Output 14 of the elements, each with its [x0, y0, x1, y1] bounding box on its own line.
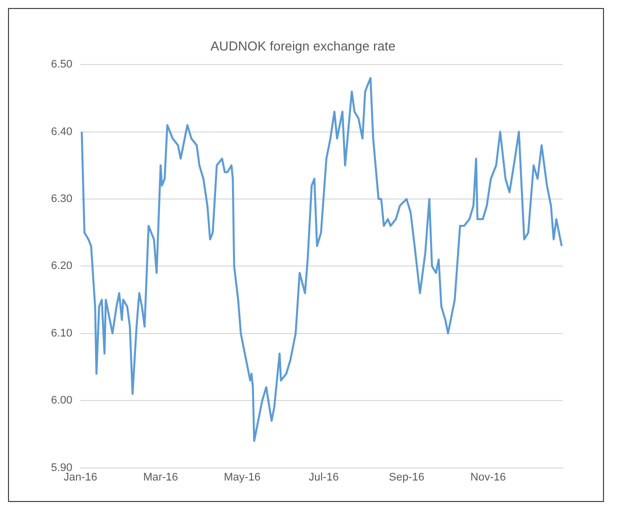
x-tick-label: May-16	[224, 471, 261, 484]
y-tick-label: 6.30	[50, 193, 72, 206]
y-tick-label: 6.40	[50, 126, 72, 138]
y-tick-label: 5.90	[50, 462, 72, 474]
x-tick-label: Jul-16	[308, 471, 339, 484]
y-tick-label: 6.50	[50, 58, 72, 71]
x-tick-label: Nov-16	[470, 471, 506, 484]
x-tick-label: Sep-16	[388, 471, 424, 484]
y-tick-label: 6.00	[50, 394, 72, 407]
chart-title: AUDNOK foreign exchange rate	[210, 38, 396, 54]
x-tick-label: Mar-16	[143, 471, 178, 484]
y-tick-label: 6.20	[50, 260, 72, 272]
y-tick-label: 6.10	[50, 327, 72, 340]
x-tick-label: Jan-16	[64, 471, 98, 484]
